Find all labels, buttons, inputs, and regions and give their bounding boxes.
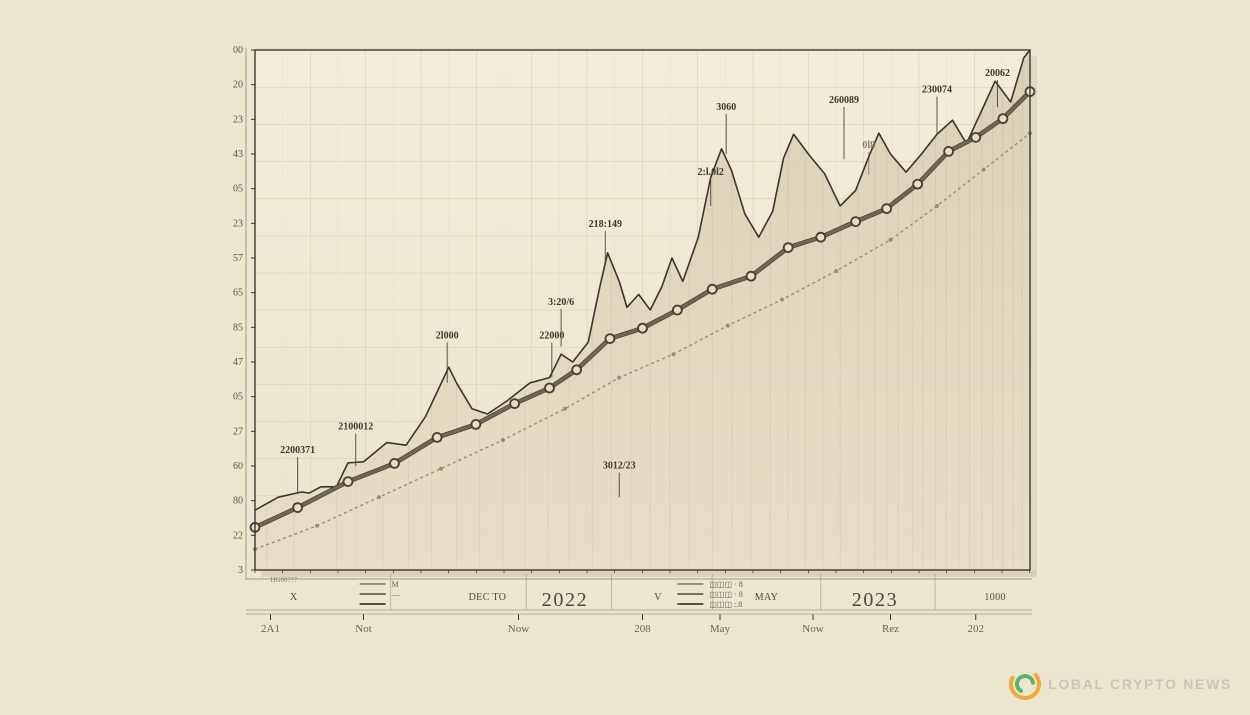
svg-text:57: 57 <box>233 253 243 264</box>
svg-text:MAY: MAY <box>755 592 779 603</box>
svg-text:Not: Not <box>355 623 372 635</box>
svg-text:2023: 2023 <box>852 589 898 611</box>
svg-text:85: 85 <box>233 322 243 333</box>
chart-svg: 0020234305235765854705276080223XDEC TO20… <box>0 0 1250 715</box>
svg-text:2100012: 2100012 <box>338 422 373 433</box>
svg-text:0l8: 0l8 <box>862 140 875 151</box>
svg-text:80: 80 <box>233 496 243 507</box>
svg-text:65: 65 <box>233 288 243 299</box>
svg-text:May: May <box>710 623 731 635</box>
svg-text:X: X <box>290 592 298 603</box>
svg-text:23: 23 <box>233 114 243 125</box>
svg-text:00: 00 <box>233 45 243 56</box>
svg-text:Now: Now <box>802 623 823 635</box>
svg-text:1000: 1000 <box>984 592 1006 603</box>
svg-text:260089: 260089 <box>829 95 859 106</box>
watermark-g-icon <box>1008 667 1042 701</box>
svg-text:60: 60 <box>233 461 243 472</box>
watermark: LOBAL CRYPTO NEWS <box>1008 667 1232 701</box>
svg-text:DEC TO: DEC TO <box>469 592 507 603</box>
svg-text:—: — <box>391 590 401 599</box>
svg-text:3012/23: 3012/23 <box>603 461 636 472</box>
watermark-text: LOBAL CRYPTO NEWS <box>1048 676 1232 692</box>
svg-text:05: 05 <box>233 392 243 403</box>
svg-text:Rez: Rez <box>882 623 899 635</box>
svg-text:2022: 2022 <box>542 589 588 611</box>
svg-text:◫◫◫ :.8: ◫◫◫ :.8 <box>709 600 742 609</box>
svg-text:2:l.0l2: 2:l.0l2 <box>698 167 724 178</box>
svg-text:3: 3 <box>238 565 243 576</box>
svg-text:47: 47 <box>233 357 243 368</box>
svg-text:43: 43 <box>233 149 243 160</box>
svg-text:230074: 230074 <box>922 85 952 96</box>
svg-text:3:20/6: 3:20/6 <box>548 297 574 308</box>
svg-text:V: V <box>654 592 662 603</box>
svg-text:Now: Now <box>508 623 529 635</box>
svg-text:2A1: 2A1 <box>261 623 280 635</box>
svg-text:208: 208 <box>634 623 651 635</box>
svg-text:23: 23 <box>233 218 243 229</box>
svg-text:HG00???: HG00??? <box>271 576 297 584</box>
svg-text:◫◫◫ · 8: ◫◫◫ · 8 <box>709 580 742 589</box>
svg-text:◫◫◫ · 8: ◫◫◫ · 8 <box>709 590 742 599</box>
svg-text:M: M <box>392 580 399 589</box>
svg-text:05: 05 <box>233 184 243 195</box>
svg-text:22: 22 <box>233 530 243 541</box>
svg-text:20: 20 <box>233 80 243 91</box>
svg-text:2l000: 2l000 <box>436 331 459 342</box>
svg-text:202: 202 <box>968 623 985 635</box>
svg-text:22000: 22000 <box>539 331 564 342</box>
svg-text:27: 27 <box>233 426 243 437</box>
svg-text:218:149: 218:149 <box>589 219 622 230</box>
svg-text:2200371: 2200371 <box>280 445 315 456</box>
chart-stage: 0020234305235765854705276080223XDEC TO20… <box>0 0 1250 715</box>
svg-text:20062: 20062 <box>985 68 1010 79</box>
svg-text:3060: 3060 <box>716 102 736 113</box>
